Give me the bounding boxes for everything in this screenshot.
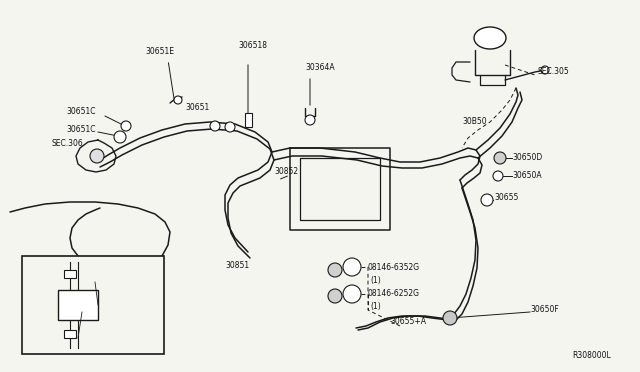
Circle shape xyxy=(328,289,342,303)
Ellipse shape xyxy=(474,27,506,49)
Text: SEC.305: SEC.305 xyxy=(95,278,127,286)
Bar xyxy=(22,256,164,354)
Circle shape xyxy=(343,258,361,276)
Text: 08146-6352G: 08146-6352G xyxy=(368,263,420,272)
Circle shape xyxy=(494,152,506,164)
Circle shape xyxy=(210,121,220,131)
Text: 30651: 30651 xyxy=(185,103,209,112)
Bar xyxy=(64,270,76,278)
Text: 08146-6252G: 08146-6252G xyxy=(368,289,420,298)
Circle shape xyxy=(541,66,549,74)
Bar xyxy=(64,330,76,338)
Text: 30650D: 30650D xyxy=(512,154,542,163)
Text: 306518: 306518 xyxy=(238,42,267,51)
Circle shape xyxy=(305,115,315,125)
Text: 30650A: 30650A xyxy=(512,171,541,180)
Circle shape xyxy=(343,285,361,303)
Text: B: B xyxy=(349,264,355,270)
Circle shape xyxy=(493,171,503,181)
Circle shape xyxy=(443,311,457,325)
Circle shape xyxy=(225,122,235,132)
Text: 30851: 30851 xyxy=(225,260,249,269)
Circle shape xyxy=(174,96,182,104)
Text: 30651E: 30651E xyxy=(145,48,174,57)
Bar xyxy=(58,290,98,320)
Text: 30651C: 30651C xyxy=(66,108,95,116)
Circle shape xyxy=(68,295,88,315)
Text: 30651C: 30651C xyxy=(66,125,95,135)
Text: SEC.305: SEC.305 xyxy=(538,67,570,77)
Text: 30655+A: 30655+A xyxy=(390,317,426,327)
Circle shape xyxy=(121,121,131,131)
Text: 30364A: 30364A xyxy=(305,64,335,73)
Text: (1): (1) xyxy=(370,302,381,311)
Text: 30B50: 30B50 xyxy=(462,118,486,126)
Text: 30655: 30655 xyxy=(494,193,518,202)
Text: R308000L: R308000L xyxy=(572,350,611,359)
Circle shape xyxy=(90,149,104,163)
Circle shape xyxy=(481,194,493,206)
Text: 30852: 30852 xyxy=(274,167,298,176)
Text: (1): (1) xyxy=(370,276,381,285)
Circle shape xyxy=(114,131,126,143)
Text: SEC.306: SEC.306 xyxy=(51,140,83,148)
Text: B: B xyxy=(349,291,355,297)
Text: 30655+B: 30655+B xyxy=(82,308,118,317)
Text: 30650F: 30650F xyxy=(530,305,559,314)
Bar xyxy=(244,113,252,127)
Circle shape xyxy=(328,263,342,277)
